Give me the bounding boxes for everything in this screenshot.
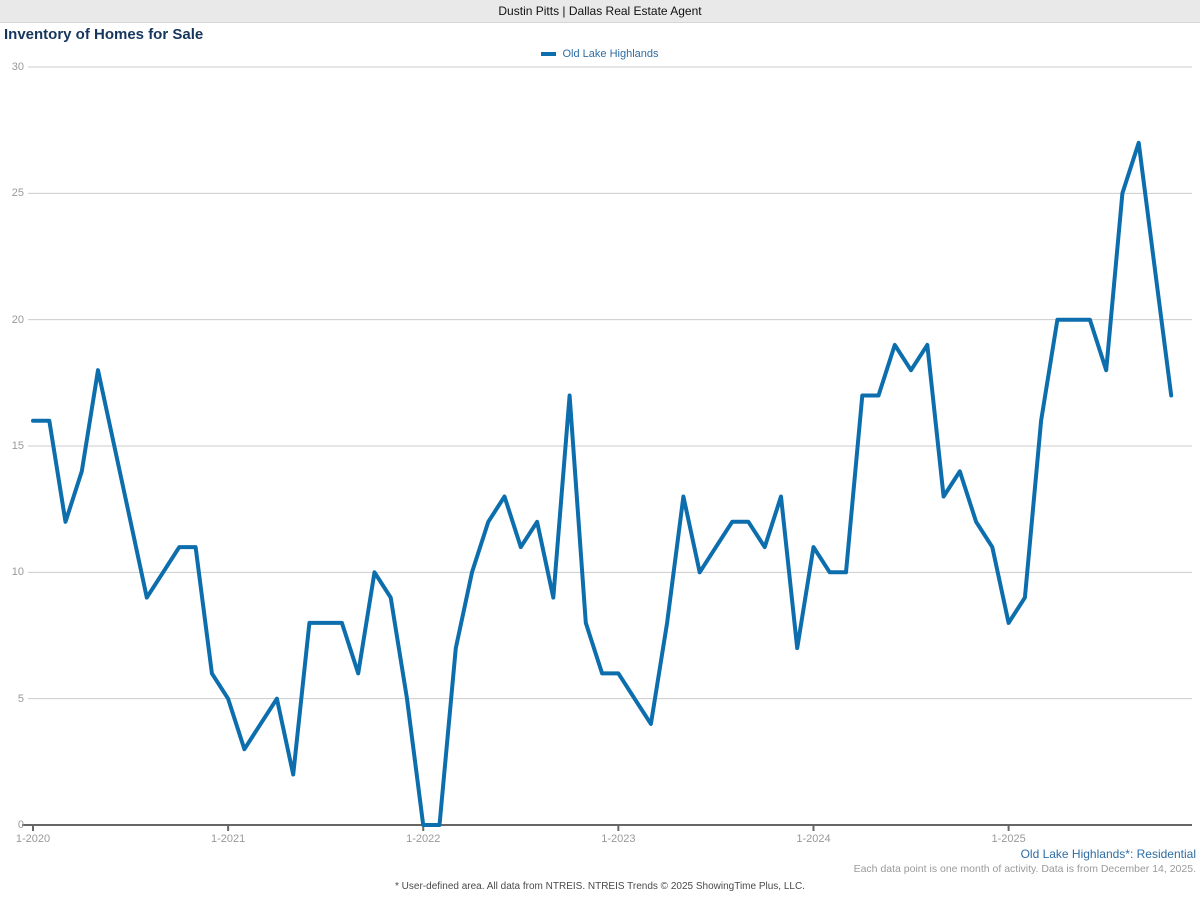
y-axis-label-10: 10 [11,566,24,579]
legend-line-swatch [541,52,557,56]
x-axis-label-1-2020: 1-2020 [15,833,51,845]
series-line-old-lake-highlands [31,140,1174,827]
y-axis-label-25: 25 [11,187,24,200]
y-axis-label-5: 5 [17,692,24,705]
site-header-title: Dustin Pitts | Dallas Real Estate Agent [498,4,702,18]
y-axis-label-15: 15 [11,440,24,452]
y-axis-label-0: 0 [17,819,24,831]
y-axis-label-20: 20 [11,313,24,326]
x-axis-label-1-2025: 1-2025 [991,833,1026,845]
legend-label: Old Lake Highlands [562,48,659,60]
x-axis-label-1-2024: 1-2024 [796,833,831,845]
series-area-note: Old Lake Highlands*: Residential [1020,847,1196,861]
footer-disclaimer: * User-defined area. All data from NTREI… [395,881,805,892]
chart-title: Inventory of Homes for Sale [4,26,204,43]
data-freshness-note: Each data point is one month of activity… [853,863,1196,875]
x-axis-label-1-2021: 1-2021 [210,833,246,845]
chart-legend: Old Lake Highlands [0,47,1200,61]
x-axis-label-1-2023: 1-2023 [601,833,636,845]
x-axis-label-1-2022: 1-2022 [406,833,441,845]
site-header: Dustin Pitts | Dallas Real Estate Agent [0,0,1200,23]
y-axis-label-30: 30 [11,61,24,73]
